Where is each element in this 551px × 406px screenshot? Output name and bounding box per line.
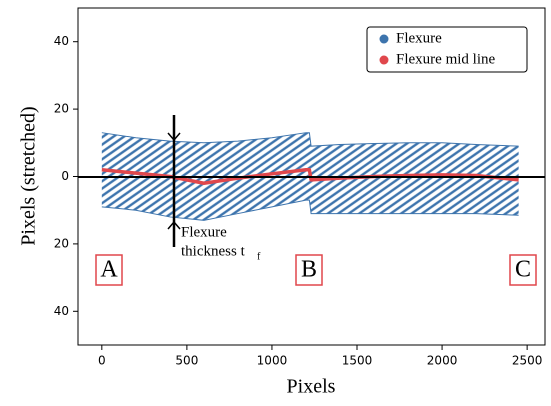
x-tick-label: 1500 xyxy=(342,354,373,368)
annotation-subscript: f xyxy=(257,251,261,262)
annotation: Flexure xyxy=(181,224,227,240)
annotation: thickness t xyxy=(181,243,246,259)
x-tick-label: 2500 xyxy=(512,354,543,368)
y-tick-label: 40 xyxy=(54,34,69,48)
x-axis-label: Pixels xyxy=(287,376,336,398)
legend-marker xyxy=(379,34,389,44)
y-tick-label: 20 xyxy=(54,236,69,250)
flexure-lower xyxy=(101,199,519,221)
y-tick-label: 0 xyxy=(61,169,69,183)
x-tick-label: 500 xyxy=(175,354,198,368)
legend xyxy=(366,26,528,73)
point-label: A xyxy=(100,257,118,283)
y-tick-label: 40 xyxy=(54,304,69,318)
mid-line xyxy=(101,168,519,185)
x-tick-label: 1000 xyxy=(257,354,288,368)
legend-label: Flexure xyxy=(396,30,442,46)
legend-label: Flexure mid line xyxy=(396,51,495,67)
flexure-upper xyxy=(101,132,519,147)
x-tick-label: 2000 xyxy=(427,354,458,368)
y-axis-label: Pixels (stretched) xyxy=(18,106,40,245)
point-label: B xyxy=(301,257,317,283)
x-tick-label: 0 xyxy=(98,354,106,368)
thickness-arrow xyxy=(167,115,181,247)
y-tick-label: 20 xyxy=(54,102,69,116)
point-labels xyxy=(95,254,537,286)
point-label: C xyxy=(515,257,531,283)
legend-marker xyxy=(379,55,389,65)
